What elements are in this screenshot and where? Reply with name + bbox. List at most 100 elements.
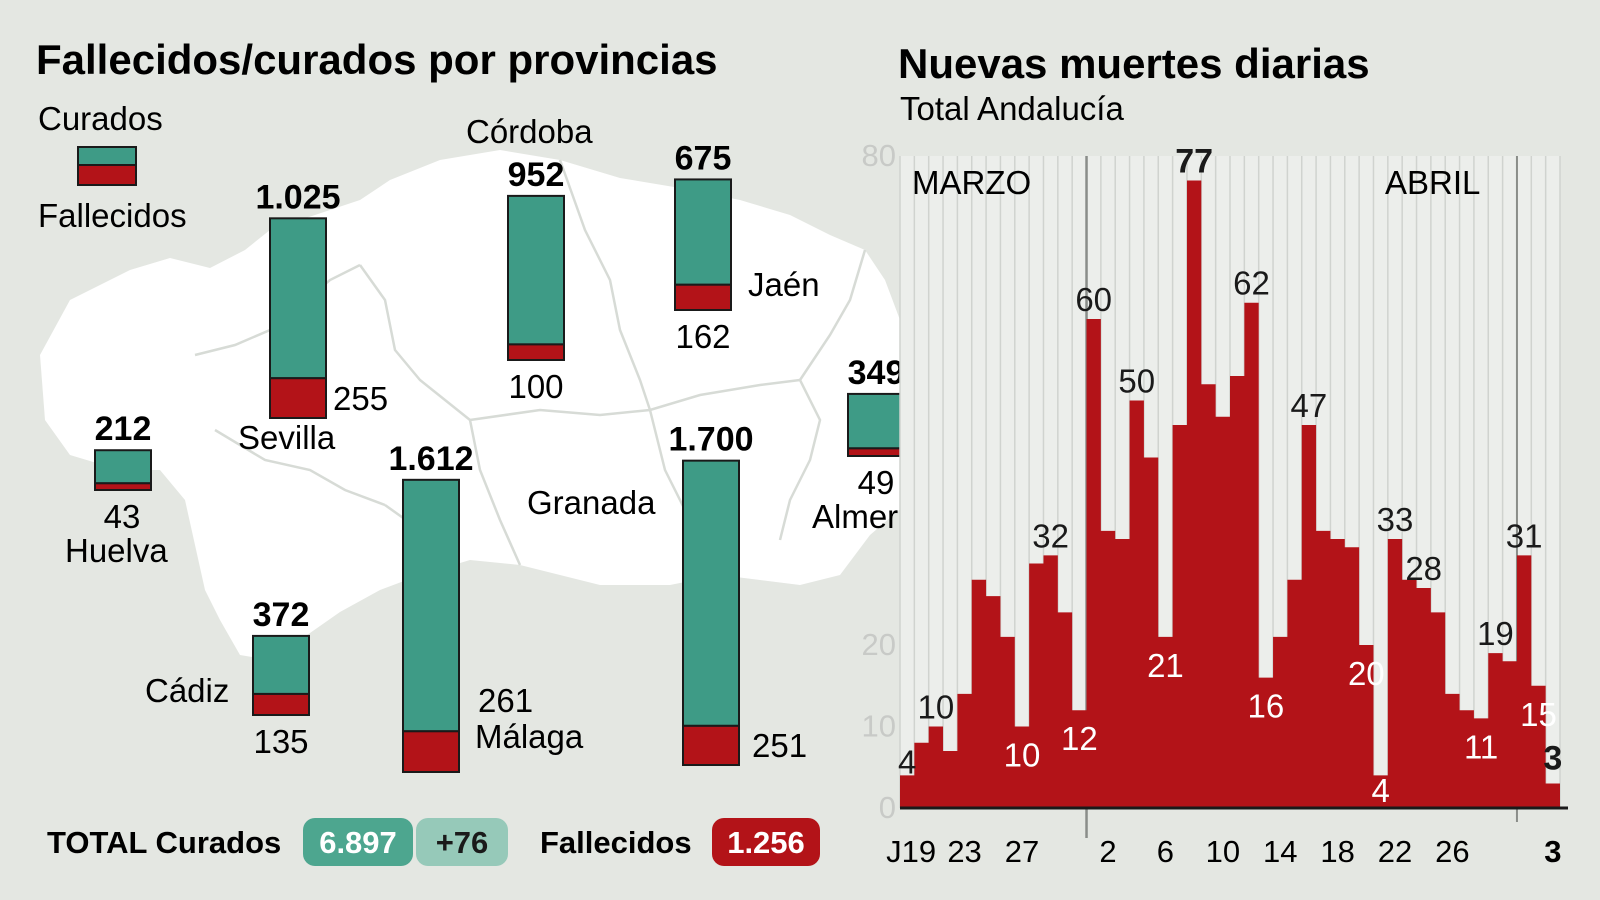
bar-dead-jaen [674, 283, 732, 311]
data-label: 10 [1004, 737, 1041, 774]
bar-cured-cadiz [252, 634, 310, 695]
day-bar [972, 580, 986, 808]
y-tick-label: 0 [879, 790, 896, 825]
value-dead-granada: 251 [752, 727, 807, 764]
x-tick-label: 14 [1263, 834, 1297, 869]
data-label: 4 [1371, 772, 1389, 809]
data-label: 16 [1248, 688, 1285, 725]
data-label: 10 [918, 689, 955, 726]
y-tick-label: 80 [862, 138, 896, 173]
bar-dead-sevilla [269, 377, 327, 419]
x-tick-label: 2 [1099, 834, 1116, 869]
province-name-jaen: Jaén [748, 266, 820, 303]
province-name-huelva: Huelva [65, 532, 168, 569]
value-cured-sevilla: 1.025 [255, 178, 340, 216]
bar-dead-huelva [94, 482, 152, 491]
day-bar [1058, 612, 1072, 808]
total-dead-label: Fallecidos [540, 825, 692, 860]
day-bar [1417, 588, 1431, 808]
left-title: Fallecidos/curados por provincias [36, 36, 718, 83]
bar-dead-granada [682, 724, 740, 766]
data-label: 50 [1118, 363, 1155, 400]
day-bar [1517, 555, 1531, 808]
bar-cured-sevilla [269, 217, 327, 380]
day-bar [1115, 539, 1129, 808]
value-dead-sevilla: 255 [333, 380, 388, 417]
y-tick-label: 20 [862, 627, 896, 662]
value-dead-malaga: 261 [478, 682, 533, 719]
value-dead-huelva: 43 [104, 498, 141, 535]
right-subtitle: Total Andalucía [900, 90, 1124, 127]
day-bar [957, 694, 971, 808]
value-cured-cadiz: 372 [253, 596, 310, 634]
province-name-malaga: Málaga [475, 718, 584, 755]
data-label: 3 [1543, 740, 1562, 778]
day-bar [1000, 637, 1014, 808]
x-tick-label: 22 [1378, 834, 1412, 869]
total-dead-badge [712, 818, 820, 866]
day-bar [1388, 539, 1402, 808]
day-bar [1043, 555, 1057, 808]
data-label: 33 [1377, 501, 1414, 538]
day-bar [1287, 580, 1301, 808]
x-tick-label: 10 [1206, 834, 1240, 869]
value-cured-granada: 1.700 [668, 421, 753, 459]
x-tick-label: 27 [1005, 834, 1039, 869]
data-label: 4 [898, 743, 916, 780]
day-bar [1503, 661, 1517, 808]
data-label: 11 [1464, 728, 1498, 765]
month-label-marzo: MARZO [912, 164, 1031, 201]
total-cured-badge [303, 818, 413, 866]
province-names: Sevilla Córdoba Jaén Huelva Málaga Grana… [65, 113, 926, 755]
total-cured-label: TOTAL Curados [47, 825, 281, 860]
bar-dead-cadiz [252, 692, 310, 717]
data-label: 62 [1233, 265, 1270, 302]
value-dead-almeria: 49 [858, 464, 895, 501]
x-tick-label: 18 [1320, 834, 1354, 869]
day-bar [914, 743, 928, 808]
total-cured-value: 6.897 [319, 825, 397, 860]
province-name-granada: Granada [527, 484, 656, 521]
total-cured-delta: +76 [436, 825, 489, 860]
day-bar [1445, 694, 1459, 808]
data-label: 21 [1147, 647, 1184, 684]
data-label: 19 [1477, 615, 1514, 652]
bar-dead-almeria [847, 447, 905, 457]
bar-cured-cordoba [507, 194, 565, 346]
x-tick-label: 3 [1544, 834, 1561, 869]
data-label: 12 [1061, 720, 1098, 757]
province-name-sevilla: Sevilla [238, 419, 336, 456]
legend-cured-label: Curados [38, 100, 163, 137]
data-label: 32 [1032, 517, 1069, 554]
value-cured-almeria: 349 [848, 354, 905, 392]
day-bar [986, 596, 1000, 808]
month-label-abril: ABRIL [1385, 164, 1480, 201]
day-bar [1201, 384, 1215, 808]
day-bar [1316, 531, 1330, 808]
total-dead-value: 1.256 [727, 825, 805, 860]
legend-dead-swatch [77, 164, 137, 186]
data-label: 31 [1506, 517, 1543, 554]
right-title: Nuevas muertes diarias [898, 40, 1370, 87]
data-label: 20 [1348, 655, 1385, 692]
bar-cured-huelva [94, 449, 152, 485]
value-dead-cordoba: 100 [508, 368, 563, 405]
value-cured-jaen: 675 [675, 139, 732, 177]
day-bar [1330, 539, 1344, 808]
value-dead-jaen: 162 [675, 318, 730, 355]
legend-dead-label: Fallecidos [38, 197, 187, 234]
day-bar [1101, 531, 1115, 808]
day-bar [1230, 376, 1244, 808]
data-label: 77 [1175, 142, 1213, 180]
day-bar [1144, 458, 1158, 808]
bar-dead-cordoba [507, 343, 565, 361]
x-tick-label: J19 [886, 834, 936, 869]
data-label: 15 [1520, 696, 1557, 733]
day-bar [1302, 425, 1316, 808]
bar-cured-granada [682, 459, 740, 727]
data-label: 47 [1291, 387, 1328, 424]
data-label: 28 [1405, 550, 1442, 587]
daily-deaths-area [900, 180, 1560, 808]
